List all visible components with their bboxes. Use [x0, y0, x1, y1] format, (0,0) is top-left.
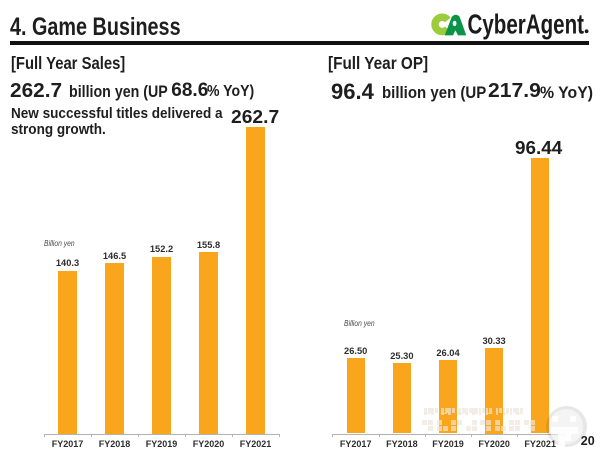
svg-text:CyberAgent: CyberAgent [468, 8, 585, 39]
